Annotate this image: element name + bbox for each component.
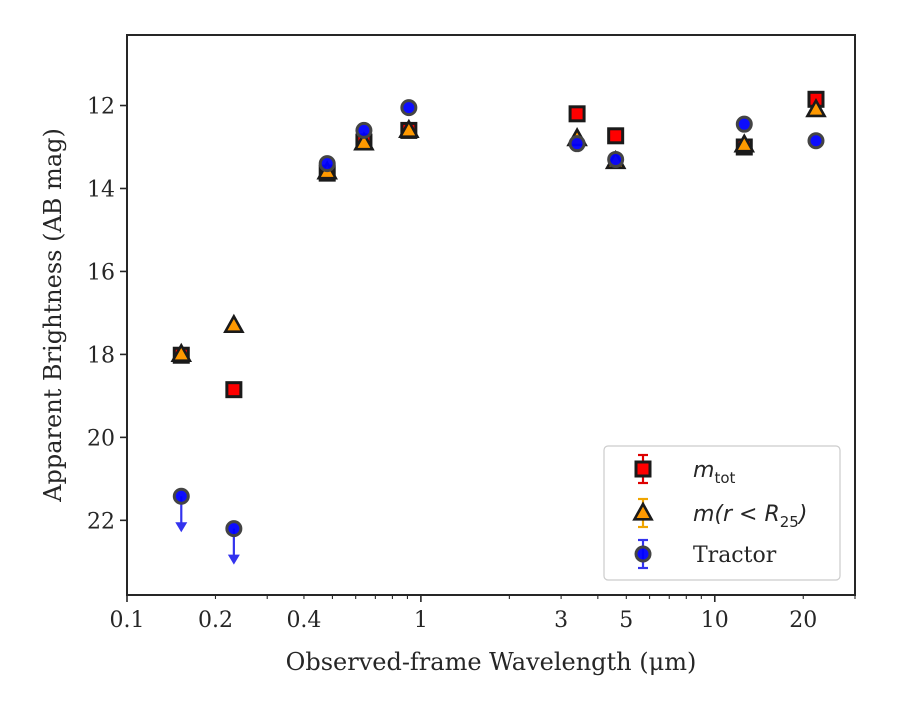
- x-axis-label: Observed-frame Wavelength (μm): [286, 648, 697, 676]
- x-tick-label: 3: [554, 608, 568, 633]
- mtot-marker: [225, 381, 243, 399]
- legend-label: Tractor: [693, 543, 777, 568]
- m-r25-marker: [805, 98, 827, 118]
- m-r25-marker: [398, 118, 420, 139]
- x-tick-label: 0.2: [198, 608, 233, 633]
- m-r25-marker: [733, 133, 756, 153]
- mtot-marker: [607, 127, 625, 145]
- tractor-marker: [355, 121, 373, 139]
- m-r25-marker: [353, 131, 375, 151]
- x-tick-label: 1: [414, 608, 428, 633]
- tractor-marker: [172, 487, 190, 505]
- x-tick-label: 20: [789, 608, 817, 633]
- x-tick-label: 0.1: [110, 608, 145, 633]
- legend-label: mtot: [693, 458, 735, 487]
- m-r25-marker: [223, 313, 245, 333]
- upper-limit-arrow-head: [175, 522, 188, 533]
- legend-tractor-marker: [634, 545, 652, 563]
- y-ticks: 12 14 16 18 20 22: [87, 95, 127, 534]
- tractor-marker: [607, 150, 625, 168]
- legend-m-r25-marker: [632, 501, 654, 521]
- y-tick-label: 12: [87, 95, 115, 120]
- y-axis-label: Apparent Brightness (AB mag): [39, 128, 67, 503]
- y-tick-label: 14: [87, 177, 115, 202]
- tractor-marker: [807, 132, 825, 150]
- legend-mtot-marker: [634, 460, 652, 478]
- data-markers: [170, 90, 827, 565]
- x-tick-label: 5: [619, 608, 633, 633]
- y-tick-label: 18: [87, 343, 115, 368]
- m-r25-marker: [170, 342, 193, 363]
- legend: mtot m(r < R25) Tractor: [603, 445, 841, 581]
- tractor-marker: [225, 520, 243, 538]
- legend-frame: [603, 445, 841, 581]
- legend-label: m(r < R25): [693, 502, 807, 531]
- x-ticks: 0.1 0.2 0.4 1 3 5 10 20: [110, 595, 856, 633]
- tractor-marker: [318, 155, 336, 173]
- x-tick-label: 10: [701, 608, 729, 633]
- y-tick-label: 16: [87, 260, 115, 285]
- x-tick-label: 0.4: [286, 608, 321, 633]
- tractor-marker: [400, 99, 418, 117]
- tractor-marker: [735, 115, 753, 133]
- plot-frame: [126, 34, 856, 596]
- y-tick-label: 20: [87, 426, 115, 451]
- upper-limit-arrow-head: [227, 554, 240, 565]
- y-tick-label: 22: [87, 509, 115, 534]
- tractor-marker: [568, 135, 586, 153]
- mtot-marker: [568, 105, 586, 123]
